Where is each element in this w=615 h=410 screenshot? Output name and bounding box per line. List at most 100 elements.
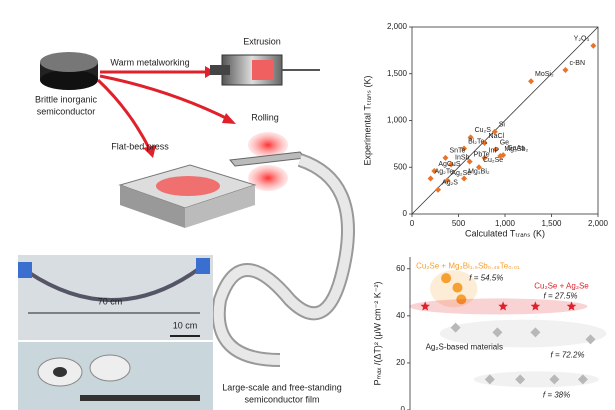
point-label: NaCl — [489, 133, 505, 140]
point-label: MoSi₂ — [535, 71, 554, 78]
point-label: InSb — [455, 154, 470, 161]
point — [491, 128, 498, 135]
point — [441, 273, 452, 284]
point — [484, 374, 495, 385]
point — [467, 134, 474, 141]
point-label: Ag₂S — [442, 180, 458, 187]
y-tick-label: 0 — [403, 209, 408, 218]
point — [585, 334, 596, 345]
point-label: Cu₂S — [475, 127, 492, 134]
point-label: Ag₂Te — [435, 168, 454, 175]
point-label: GaAs — [507, 145, 525, 152]
point-label: Ge — [500, 139, 509, 146]
y-tick-label: 1,500 — [387, 69, 408, 78]
film-label: Large-scale and free-standing — [222, 382, 342, 392]
point — [498, 301, 508, 311]
extrusion-label: Extrusion — [243, 36, 281, 46]
extrusion — [210, 54, 320, 86]
point-label: Mg₃Bi₂ — [468, 168, 490, 175]
point-label: c-BN — [569, 60, 585, 67]
point — [420, 301, 430, 311]
disk — [40, 52, 98, 90]
y-tick-label: 500 — [394, 162, 408, 171]
point — [442, 154, 449, 161]
point — [466, 158, 473, 165]
film-label: semiconductor film — [244, 394, 319, 404]
glove — [196, 258, 210, 274]
point — [562, 67, 569, 74]
point — [566, 301, 577, 311]
point — [444, 177, 451, 184]
x-axis-label: Calculated Tₜᵣₐₙₛ (K) — [465, 228, 545, 238]
point-label: Mg₃Sb₂ — [504, 146, 528, 153]
press — [118, 164, 257, 228]
roll-core — [53, 367, 67, 377]
length-label: 70 cm — [98, 296, 123, 306]
point-label: Ag₂Se — [451, 170, 471, 177]
x-tick-label: 1,500 — [541, 219, 562, 228]
f-label: f = 72.2% — [551, 350, 585, 359]
point — [497, 153, 504, 160]
rollers — [229, 132, 306, 191]
point-label: Si — [499, 122, 506, 129]
point-label: Cu₂Se — [483, 157, 503, 164]
y-tick-label: 40 — [396, 311, 405, 320]
group-band — [473, 371, 599, 388]
point — [461, 175, 468, 182]
f-label: f = 38% — [543, 391, 570, 400]
point — [427, 175, 434, 182]
y-axis-label: Pₘₐₓ /(ΔT)² (μW cm⁻² K⁻²) — [372, 281, 382, 385]
point-label: Y₂O₃ — [574, 36, 590, 43]
y-tick-label: 1,000 — [387, 116, 408, 125]
point — [590, 42, 597, 49]
point — [475, 164, 482, 171]
roll — [89, 354, 131, 382]
point — [515, 374, 526, 385]
film-highlight — [213, 155, 353, 365]
point-label: Bi₂Te₃ — [468, 138, 487, 145]
arrows — [96, 70, 231, 151]
point — [448, 161, 455, 168]
point — [481, 139, 488, 146]
point — [461, 145, 468, 152]
point-label: SnTe — [449, 148, 465, 155]
group-band — [409, 298, 588, 315]
photo-film — [26, 266, 202, 302]
brittle-label: Brittle inorganic — [35, 94, 98, 104]
point — [450, 322, 461, 333]
point — [492, 146, 499, 153]
y-axis-label: Experimental Tₜᵣₐₙₛ (K) — [362, 76, 372, 166]
warm-label: Warm metalworking — [110, 57, 189, 67]
scale-label: 10 cm — [173, 320, 198, 330]
point-label: InP — [489, 148, 500, 155]
f-label: f = 27.5% — [544, 292, 578, 301]
point — [577, 374, 588, 385]
press-label: Flat-bed press — [111, 141, 169, 151]
group-band — [439, 319, 607, 348]
point — [528, 78, 535, 85]
x-tick-label: 2,000 — [588, 219, 609, 228]
diagonal — [411, 26, 599, 215]
point — [456, 294, 467, 305]
glove — [18, 262, 32, 278]
point — [452, 282, 463, 293]
rolling-label: Rolling — [251, 112, 279, 122]
y-tick-label: 20 — [396, 358, 405, 367]
f-label: f = 54.5% — [469, 273, 503, 282]
point — [530, 301, 541, 311]
point — [435, 186, 442, 193]
point — [492, 327, 503, 338]
point-label: PbTe — [474, 151, 490, 158]
y-tick-label: 2,000 — [387, 22, 408, 31]
charts: 0 500 1,000 1,500 2,000 0 500 1,000 1,500 2,000 Ca… — [362, 22, 609, 410]
x-tick-label: 500 — [452, 219, 466, 228]
x-tick-label: 0 — [410, 219, 415, 228]
y-tick-label: 0 — [401, 405, 406, 410]
point — [481, 154, 488, 161]
photo — [18, 255, 213, 340]
strip — [80, 395, 200, 401]
point — [530, 327, 541, 338]
point-label: AgCuS — [438, 161, 461, 168]
